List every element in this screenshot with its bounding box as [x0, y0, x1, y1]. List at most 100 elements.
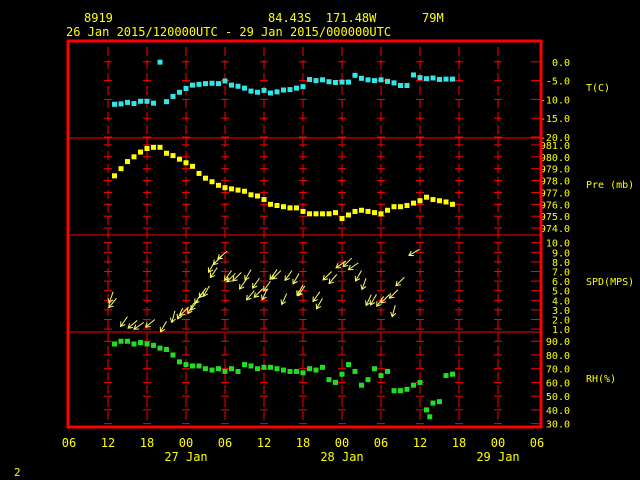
humidity-point [424, 407, 429, 413]
x-tick-label: 00 [179, 436, 193, 450]
temperature-point [398, 82, 403, 88]
pressure-point [268, 201, 273, 207]
pressure-point [144, 146, 150, 151]
wind-arrow-head [244, 274, 250, 281]
pressure-point [339, 216, 345, 222]
humidity-point [164, 346, 169, 352]
temperature-point [307, 76, 312, 82]
humidity-point [131, 341, 137, 347]
y-tick-label: 976.0 [540, 200, 570, 211]
temperature-point [248, 88, 254, 94]
pressure-point [359, 207, 364, 213]
wind-arrow-shaft [408, 249, 420, 256]
pressure-point [346, 212, 351, 218]
pressure-point [209, 179, 215, 185]
pressure-point [417, 198, 423, 204]
wind-arrow-shaft [284, 270, 293, 281]
pressure-point [372, 210, 377, 216]
wind-arrow-shaft [232, 272, 242, 282]
temperature-point [300, 84, 306, 90]
y-tick-label: 70.0 [546, 365, 570, 376]
y-tick-label: 5.0 [552, 287, 570, 298]
pressure-point [287, 205, 293, 211]
humidity-point [196, 363, 202, 369]
temperature-point [209, 80, 215, 86]
pressure-point [300, 208, 306, 214]
pressure-point [125, 159, 130, 165]
temperature-point [320, 77, 325, 83]
temperature-point [144, 98, 150, 104]
humidity-point [385, 368, 390, 374]
y-tick-label: 50.0 [546, 392, 570, 403]
wind-arrow-shaft [171, 310, 176, 323]
temperature-point [443, 76, 449, 82]
wind-arrow-head [108, 302, 114, 309]
y-tick-label: 979.0 [540, 165, 570, 176]
pressure-point [190, 163, 195, 169]
wind-arrow-shaft [253, 288, 264, 298]
humidity-point [326, 377, 332, 383]
wind-arrow-shaft [389, 289, 399, 299]
humidity-point [365, 377, 371, 383]
wind-arrow-head [315, 303, 322, 310]
humidity-point [157, 345, 163, 351]
pressure-point [248, 192, 254, 198]
panel-label-wind: SPD(MPS) [586, 277, 634, 288]
wind-arrow-head [194, 298, 200, 305]
pressure-point [294, 205, 299, 211]
wind-arrow-shaft [312, 291, 321, 302]
wind-arrow-shaft [217, 250, 228, 260]
pressure-point [274, 203, 280, 208]
temperature-point [112, 101, 117, 107]
humidity-point [339, 371, 345, 377]
x-tick-label: 06 [218, 436, 232, 450]
temperature-point [424, 76, 429, 82]
wind-arrow-shaft [160, 321, 167, 333]
humidity-point [300, 370, 306, 376]
humidity-point [352, 368, 358, 374]
pressure-point [170, 153, 176, 159]
temperature-point [118, 101, 124, 107]
chart-frame [66, 39, 543, 429]
wind-arrow-head [209, 272, 216, 279]
wind-arrow-head [207, 267, 214, 274]
pressure-point [443, 199, 449, 205]
pressure-point [365, 208, 371, 214]
wind-arrow-shaft [391, 304, 396, 317]
humidity-point [378, 373, 384, 379]
wind-arrow-shaft [316, 298, 323, 310]
temperature-point [255, 89, 260, 95]
temperature-point [261, 87, 267, 93]
y-tick-label: 975.0 [540, 212, 570, 223]
humidity-point [151, 342, 156, 348]
wind-arrow-shaft [380, 294, 390, 304]
wind-arrow-head [179, 310, 186, 317]
y-tick-label: 9.0 [552, 248, 570, 259]
x-tick-label: 06 [62, 436, 76, 450]
y-tick-label: 10.0 [546, 239, 570, 250]
wind-arrow-shaft [292, 273, 300, 285]
humidity-point [281, 367, 286, 373]
temperature-point [287, 87, 293, 93]
y-tick-label: -20.0 [540, 133, 570, 144]
pressure-point [385, 207, 390, 213]
y-tick-label: 981.0 [540, 141, 570, 152]
humidity-point [118, 338, 124, 344]
x-tick-label: 18 [296, 436, 310, 450]
humidity-point [248, 363, 254, 369]
wind-arrow-head [252, 283, 258, 289]
humidity-point [190, 363, 195, 369]
x-tick-label: 12 [101, 436, 115, 450]
humidity-point [144, 341, 150, 347]
wind-arrow-head [226, 276, 232, 283]
y-tick-label: 3.0 [552, 306, 570, 317]
humidity-point [372, 366, 377, 372]
wind-arrow-head [280, 299, 287, 306]
pressure-point [242, 188, 247, 194]
wind-arrow-head [232, 275, 238, 282]
humidity-point [242, 362, 247, 368]
panel-label-pressure: Pre (mb) [586, 180, 634, 191]
wind-arrow-shaft [395, 276, 405, 287]
temperature-point [177, 89, 182, 95]
temperature-point [333, 79, 338, 85]
